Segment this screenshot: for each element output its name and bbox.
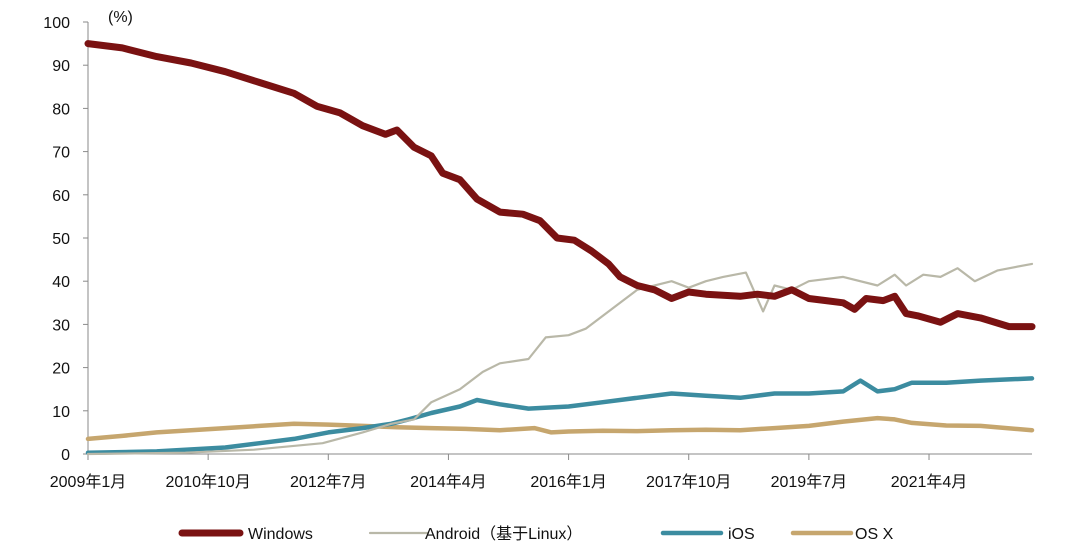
legend-label-0: Windows [248,526,313,543]
y-tick-label: 30 [52,317,70,334]
y-tick-label: 80 [52,101,70,118]
y-tick-label: 60 [52,188,70,205]
series-layer [84,40,1036,456]
y-tick-label: 40 [52,274,70,291]
x-tick-label: 2014年4月 [410,473,487,491]
x-tick-label: 2009年1月 [50,473,127,491]
series-line-1 [86,262,1034,456]
unit-label: (%) [108,9,133,26]
y-tick-label: 50 [52,231,70,248]
series-line-0 [84,40,1036,331]
x-tick-label: 2016年1月 [530,473,607,491]
x-tick-label: 2017年10月 [646,473,731,491]
series-line-3 [85,415,1035,442]
y-tick-label: 70 [52,145,70,162]
x-tick-label: 2021年4月 [891,473,968,491]
y-tick-label: 100 [43,15,70,32]
y-tick-label: 20 [52,361,70,378]
y-tick-label: 0 [61,447,70,464]
legend-label-2: iOS [728,526,755,543]
x-tick-label: 2012年7月 [290,473,367,491]
legend: Windows Android（基于Linux） iOS OS X [178,525,894,543]
x-tick-label: 2019年7月 [771,473,848,491]
y-tick-label: 10 [52,404,70,421]
series-line-2 [85,376,1035,455]
legend-label-3: OS X [855,526,894,543]
y-tick-label: 90 [52,58,70,75]
axes: 0 10 20 30 40 50 60 70 80 90 100 2009年1月 2010年10月 201… [43,15,1032,491]
x-tick-label: 2010年10月 [165,473,250,491]
legend-label-1: Android（基于Linux） [425,525,582,543]
